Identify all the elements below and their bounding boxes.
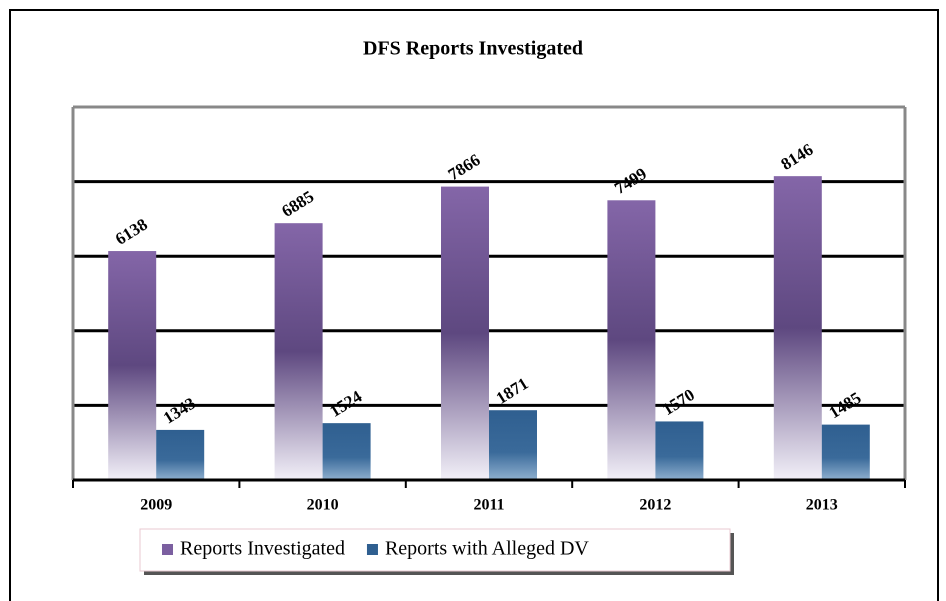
bar	[773, 176, 822, 480]
bar	[322, 423, 371, 480]
bar	[108, 251, 157, 480]
bar	[607, 200, 656, 480]
bar	[274, 223, 323, 480]
bar	[821, 424, 870, 480]
legend-label: Reports Investigated	[180, 538, 345, 560]
x-tick-label: 2010	[307, 497, 339, 514]
chart-title: DFS Reports Investigated	[363, 38, 583, 60]
bar	[489, 410, 537, 480]
x-tick-label: 2011	[473, 497, 504, 514]
legend-swatch	[366, 544, 378, 555]
bar	[156, 429, 205, 480]
x-tick-label: 2012	[639, 497, 671, 514]
legend-label: Reports with Alleged DV	[385, 538, 589, 560]
legend-swatch	[162, 544, 173, 555]
bar	[655, 421, 704, 480]
x-tick-label: 2013	[806, 497, 838, 514]
x-tick-label: 2009	[140, 497, 172, 514]
legend	[139, 528, 731, 572]
bar	[441, 186, 489, 480]
